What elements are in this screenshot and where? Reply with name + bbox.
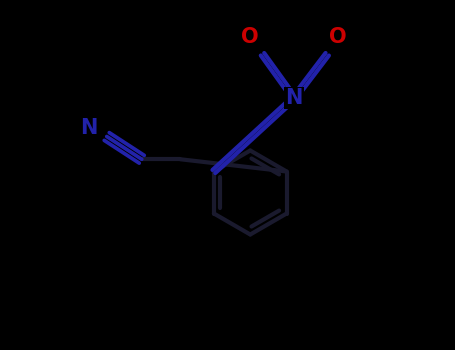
Text: O: O bbox=[242, 27, 259, 47]
Text: N: N bbox=[81, 118, 98, 138]
Text: N: N bbox=[285, 88, 303, 108]
Text: O: O bbox=[329, 27, 347, 47]
